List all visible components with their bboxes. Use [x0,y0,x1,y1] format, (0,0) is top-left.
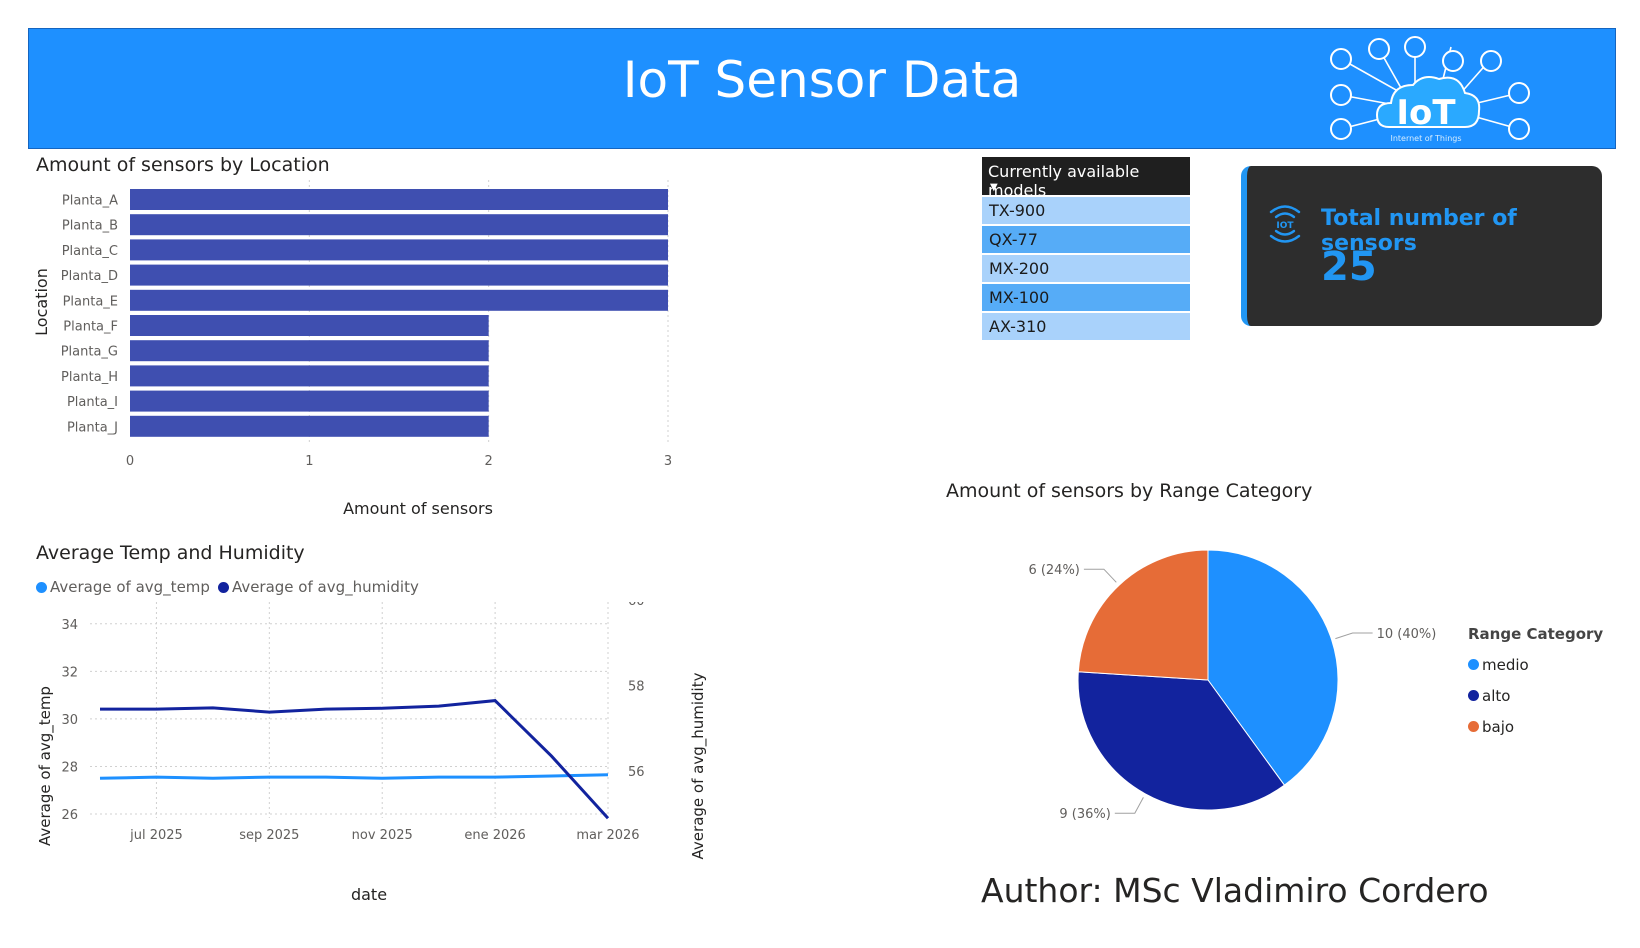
kpi-label: Total number of sensors [1321,206,1517,256]
pie-legend-item-medio[interactable]: medio [1468,649,1603,680]
temp-series-line[interactable] [99,773,609,780]
bar-category-label: Planta_I [67,395,118,410]
bar-planta-c[interactable] [130,239,668,261]
bar-planta-f[interactable] [130,315,489,336]
line-chart: 26 28 30 32 34 56 58 60 jul 2025 sep 2025 nov 20… [36,602,708,904]
line-x-tick: jul 2025 [129,828,183,843]
slicer-item-mx-200[interactable]: MX-200 [982,255,1190,282]
pie-chart-title: Amount of sensors by Range Category [946,480,1313,502]
line-x-tick: mar 2026 [576,828,639,843]
pie-legend-title: Range Category [1468,625,1604,643]
line-y-left-tick: 28 [61,760,78,775]
legend-humidity-label: Average of avg_humidity [231,578,419,596]
bar-chart: Planta_A Planta_B Planta_C Planta_D Planta_E… [32,180,672,518]
line-y-right-label: Average of avg_humidity [689,672,708,859]
bar-x-tick: 0 [126,454,134,469]
bar-planta-i[interactable] [130,390,489,412]
bar-category-label: Planta_B [62,219,118,234]
iot-logo-icon: IoT Internet of Things [1330,36,1530,143]
line-x-tick: ene 2026 [464,828,525,843]
kpi-card: IOT Total number of sensors 25 [1241,166,1602,326]
bar-planta-a[interactable] [130,189,668,210]
bar-category-label: Planta_J [67,420,118,435]
slicer-item-qx-77[interactable]: QX-77 [982,226,1190,253]
logo-subtitle: Internet of Things [1390,134,1461,143]
pie-legend-label: medio [1482,655,1529,674]
pie-legend: Range Category medio alto bajo [1468,625,1603,742]
pie-slice-medio[interactable] [1207,549,1339,786]
bar-category-label: Planta_F [63,320,118,335]
line-y-left-label: Average of avg_temp [36,686,55,846]
bar-planta-h[interactable] [130,365,489,387]
line-chart-legend: Average of avg_temp Average of avg_humid… [36,578,419,596]
legend-marker [1468,690,1479,701]
line-y-left-tick: 34 [61,618,78,633]
temp-legend-marker [36,581,47,593]
line-y-left-tick: 32 [61,665,78,680]
pie-chart: 10 (40%) 9 (36%) 6 (24%) [1028,549,1437,822]
line-y-right-tick: 58 [628,680,645,695]
pie-data-label: 10 (40%) [1377,627,1437,642]
bar-x-tick: 1 [305,454,313,469]
pie-slice-alto[interactable] [1077,671,1286,811]
svg-text:IOT: IOT [1276,221,1294,231]
pie-leader-line [1083,568,1117,583]
legend-marker [1468,659,1479,670]
author-label: Author: MSc Vladimiro Cordero [981,871,1489,910]
bar-planta-j[interactable] [130,415,489,437]
report-title: IoT Sensor Data [622,51,1022,109]
bar-planta-b[interactable] [130,214,668,236]
pie-slice-bajo[interactable] [1077,549,1209,681]
line-y-right-tick: 60 [628,602,645,609]
bar-planta-d[interactable] [130,264,668,286]
slicer-item-ax-310[interactable]: AX-310 [982,313,1190,340]
line-x-tick: sep 2025 [239,828,299,843]
humidity-series-line[interactable] [100,699,610,820]
line-x-tick: nov 2025 [352,828,413,843]
bar-category-label: Planta_C [62,244,118,259]
slicer-item-tx-900[interactable]: TX-900 [982,197,1190,224]
pie-leader-line [1335,632,1373,640]
line-y-left-tick: 30 [61,713,78,728]
bar-category-label: Planta_E [63,294,118,309]
bar-x-tick: 2 [485,454,493,469]
bar-category-label: Planta_H [61,370,118,385]
bar-y-axis-label: Location [32,268,51,336]
bar-category-label: Planta_A [62,194,118,209]
bar-chart-title: Amount of sensors by Location [36,154,330,176]
line-chart-title: Average Temp and Humidity [36,542,305,564]
line-x-axis-label: date [351,885,387,904]
kpi-value: 25 [1321,244,1377,290]
bar-x-tick: 3 [664,454,672,469]
report-header: IoT Sensor Data IoT Internet of Things [28,28,1616,149]
slicer-header-label: Currently available models [988,162,1140,200]
pie-legend-label: alto [1482,686,1511,705]
line-y-left-tick: 26 [61,808,78,823]
slicer-item-mx-100[interactable]: MX-100 [982,284,1190,311]
bar-planta-g[interactable] [130,340,489,362]
humidity-legend-marker [217,581,229,593]
legend-temp-label: Average of avg_temp [50,578,210,596]
slicer-header[interactable]: Currently available models ▼ [982,157,1190,200]
chevron-down-icon[interactable]: ▼ [990,182,998,193]
bar-category-label: Planta_G [61,345,118,360]
pie-legend-item-bajo[interactable]: bajo [1468,711,1603,742]
pie-data-label: 9 (36%) [1059,807,1110,822]
bar-category-label: Planta_D [61,269,118,284]
models-slicer[interactable]: Currently available models ▼ TX-900 QX-7… [982,157,1190,340]
pie-legend-item-alto[interactable]: alto [1468,680,1603,711]
bar-x-axis-label: Amount of sensors [343,499,493,518]
pie-leader-line [1114,797,1144,814]
legend-marker [1468,721,1479,732]
bar-planta-e[interactable] [130,289,668,311]
pie-legend-label: bajo [1482,717,1515,736]
pie-data-label: 6 (24%) [1028,563,1079,578]
logo-text: IoT [1396,93,1456,133]
sensor-icon: IOT [1269,205,1301,243]
line-y-right-tick: 56 [628,765,645,780]
